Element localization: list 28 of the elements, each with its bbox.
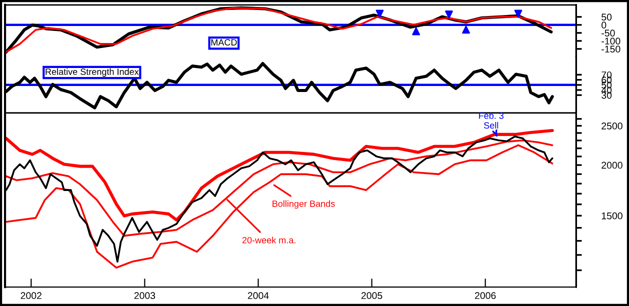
y-tick-label: 50 (602, 82, 612, 89)
y-tick-label: 2000 (602, 162, 622, 169)
x-tick-label: 2004 (248, 292, 269, 300)
annotation: Feb. 3 Sell (479, 112, 504, 129)
y-tick-label: 70 (602, 71, 612, 78)
y-tick-label: -150 (602, 46, 620, 53)
y-tick-label: 2500 (602, 122, 622, 130)
y-tick-label: 50 (602, 14, 612, 21)
y-tick-label: 30 (602, 92, 612, 99)
point (514, 10, 522, 18)
y-tick-label: -50 (602, 30, 615, 37)
line-series (5, 139, 554, 237)
annotation: MACD (211, 39, 237, 46)
y-tick-label: 0 (602, 22, 606, 29)
point (462, 26, 470, 34)
x-tick-label: 2003 (134, 292, 156, 300)
x-tick-label: 2005 (361, 292, 382, 300)
point (445, 10, 453, 18)
y-tick-label: 1500 (602, 212, 622, 220)
annotation: Relative Strength Index (46, 68, 139, 77)
annotation: Bollinger Bands (272, 200, 335, 209)
line-series (5, 128, 554, 222)
x-tick-label: 2006 (475, 292, 496, 300)
x-tick-label: 2002 (20, 292, 42, 300)
annotation: 20-week m.a. (242, 236, 296, 244)
point (412, 27, 420, 36)
y-tick-label: -100 (602, 38, 620, 45)
point (376, 10, 384, 18)
